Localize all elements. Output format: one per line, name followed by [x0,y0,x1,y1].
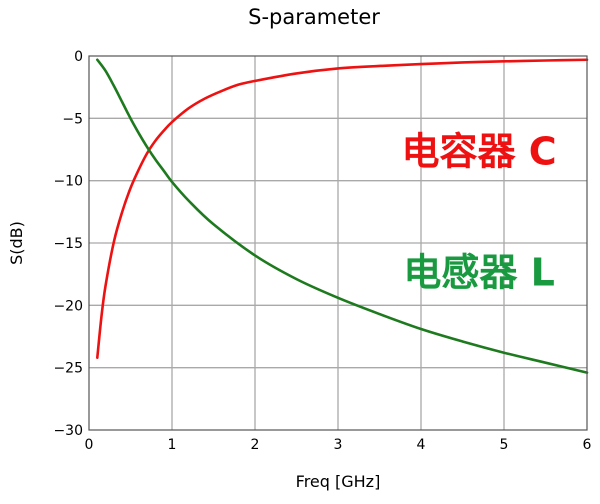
plot-frame [88,55,588,431]
x-tick-label: 6 [583,437,592,453]
y-tick-label: 0 [74,49,83,65]
tick-labels: 0 1 2 3 4 5 6 0 −5 −10 −15 −20 −25 −30 [53,49,591,453]
y-tick-label: −30 [53,423,83,439]
annotation-inductor: 电感器 L [403,251,554,295]
series-line-capacitor [96,58,589,359]
chart-title: S-parameter [248,5,380,29]
series-layer [96,58,589,374]
x-tick-label: 2 [251,437,260,453]
y-tick-label: −15 [53,236,83,252]
y-tick-label: −25 [53,361,83,377]
y-tick-label: −10 [53,174,83,190]
y-axis-label: S(dB) [7,221,26,265]
y-tick-label: −20 [53,298,83,314]
x-tick-label: 1 [168,437,177,453]
annotations: 电容器 C 电感器 L [402,130,557,295]
x-axis-label: Freq [GHz] [296,472,381,491]
y-tick-label: −5 [62,111,83,127]
x-tick-label: 5 [500,437,509,453]
x-tick-label: 3 [334,437,343,453]
annotation-capacitor: 电容器 C [402,130,557,174]
series-line-inductor [96,58,589,374]
grid-lines [89,56,587,430]
x-tick-label: 0 [85,437,94,453]
x-tick-label: 4 [417,437,426,453]
